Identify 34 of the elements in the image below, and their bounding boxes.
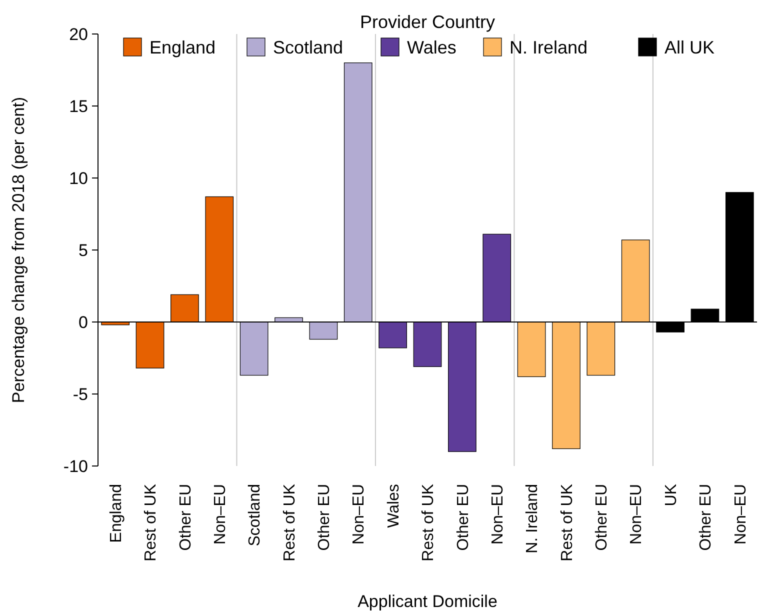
x-tick-label: England (108, 484, 125, 543)
legend-label: Scotland (273, 37, 344, 58)
legend-label: N. Ireland (510, 37, 588, 58)
legend-label: All UK (664, 37, 715, 58)
x-tick-label: Other EU (316, 484, 334, 551)
x-tick-label: Wales (385, 484, 402, 528)
x-tick-label: Other EU (177, 484, 194, 551)
legend-label: Wales (407, 37, 456, 58)
x-tick-label: Rest of UK (281, 484, 298, 562)
y-tick-label: 5 (78, 240, 88, 260)
y-tick-label: 10 (69, 168, 88, 188)
x-tick-label: Non–EU (489, 484, 506, 544)
x-tick-label: Other EU (454, 484, 472, 551)
x-tick-label: Rest of UK (420, 484, 438, 562)
x-tick-label: Non–EU (732, 484, 750, 544)
x-tick-label: Rest of UK (142, 484, 160, 562)
x-tick-label: Other EU (594, 484, 611, 551)
x-tick-label: UK (662, 484, 680, 506)
x-axis-title: Applicant Domicile (358, 592, 498, 611)
y-tick-label: 20 (69, 24, 88, 44)
y-axis-title: Percentage change from 2018 (per cent) (9, 96, 28, 404)
legend-label: England (150, 37, 216, 58)
x-tick-label: N. Ireland (524, 484, 542, 554)
x-tick-label: Other EU (698, 484, 715, 551)
y-tick-label: 0 (78, 312, 88, 332)
x-tick-label: Rest of UK (558, 484, 576, 562)
x-tick-label: Non–EU (350, 484, 368, 544)
x-tick-label: Scotland (246, 484, 264, 546)
y-tick-label: -10 (63, 456, 88, 476)
y-tick-label: 15 (69, 96, 88, 116)
y-tick-label: -5 (72, 384, 88, 404)
x-tick-label: Non–EU (212, 484, 229, 544)
legend-title: Provider Country (360, 12, 496, 32)
x-tick-label: Non–EU (628, 484, 646, 544)
